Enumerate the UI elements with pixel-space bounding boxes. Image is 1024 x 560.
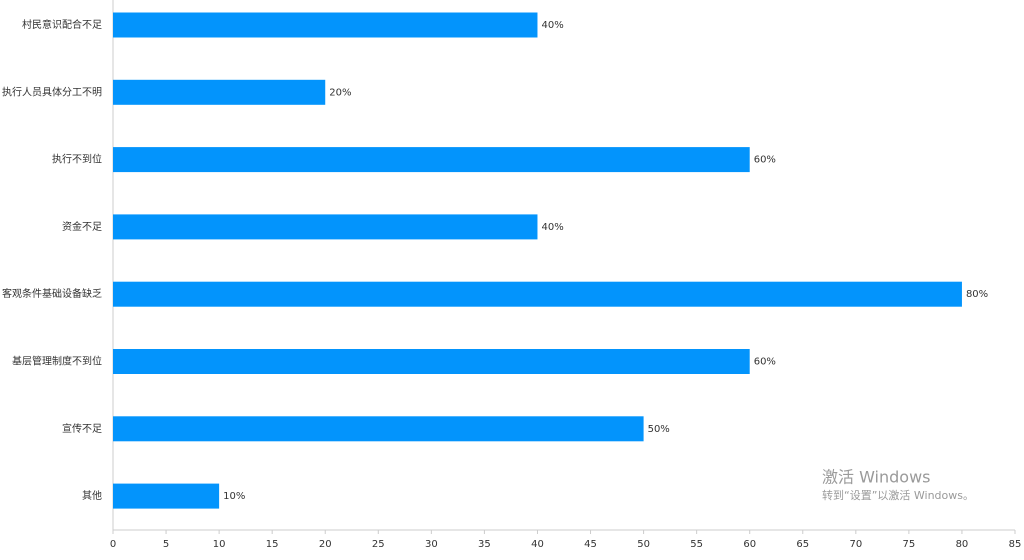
x-tick-label: 15: [266, 539, 279, 550]
value-label: 60%: [754, 155, 776, 166]
x-tick-label: 40: [531, 539, 544, 550]
x-tick-label: 35: [478, 539, 491, 550]
y-tick-label: 其他: [82, 489, 102, 502]
bar: [113, 12, 538, 38]
y-tick-label: 资金不足: [62, 220, 102, 233]
y-tick-label: 村民意识配合不足: [22, 18, 102, 31]
watermark-title: 激活 Windows: [822, 468, 931, 487]
x-tick-label: 70: [849, 539, 862, 550]
bar: [113, 79, 326, 105]
value-label: 20%: [329, 87, 351, 98]
value-label: 80%: [966, 289, 988, 300]
y-tick-label: 客观条件基础设备缺乏: [2, 287, 102, 300]
x-tick-label: 65: [796, 539, 809, 550]
x-tick-label: 75: [903, 539, 916, 550]
x-tick-label: 85: [1009, 539, 1022, 550]
x-tick-label: 25: [372, 539, 385, 550]
value-label: 40%: [541, 20, 563, 31]
bar: [113, 416, 644, 442]
watermark-subtitle: 转到“设置”以激活 Windows。: [822, 488, 974, 502]
bar: [113, 214, 538, 240]
x-tick-label: 30: [425, 539, 438, 550]
y-tick-label: 执行人员具体分工不明: [2, 85, 102, 98]
x-tick-label: 0: [110, 539, 116, 550]
y-tick-label: 基层管理制度不到位: [12, 355, 102, 368]
value-label: 40%: [541, 222, 563, 233]
x-tick-label: 50: [637, 539, 650, 550]
x-tick-label: 10: [213, 539, 226, 550]
x-tick-label: 55: [690, 539, 703, 550]
value-label: 50%: [648, 424, 670, 435]
y-tick-label: 宣传不足: [62, 422, 102, 435]
value-label: 60%: [754, 357, 776, 368]
x-tick-label: 5: [163, 539, 169, 550]
value-label: 10%: [223, 491, 245, 502]
bar: [113, 281, 962, 307]
bar: [113, 349, 750, 374]
x-tick-label: 20: [319, 539, 332, 550]
x-tick-label: 45: [584, 539, 597, 550]
x-tick-label: 60: [743, 539, 756, 550]
bar: [113, 147, 750, 173]
bar: [113, 483, 220, 509]
y-tick-label: 执行不到位: [52, 153, 102, 166]
x-tick-label: 80: [956, 539, 969, 550]
